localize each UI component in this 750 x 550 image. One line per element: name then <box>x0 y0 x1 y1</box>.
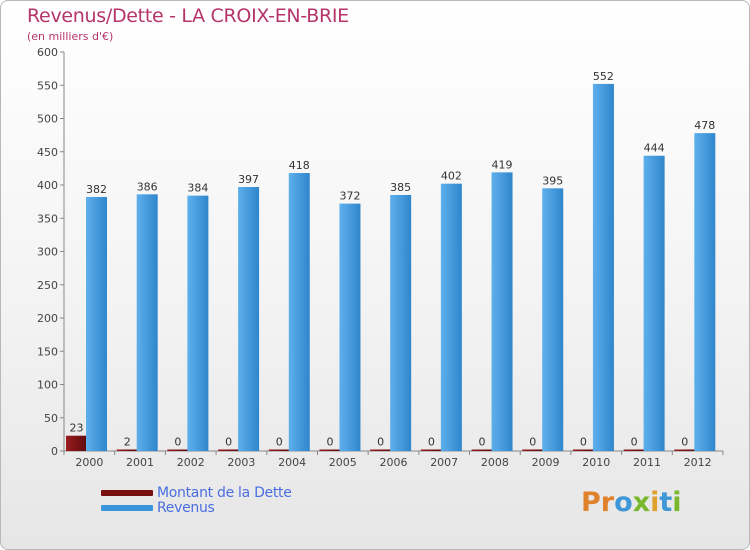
bar-dette <box>218 449 240 451</box>
logo-letter: t <box>659 487 673 518</box>
logo-letter: o <box>614 487 633 518</box>
bar-revenus <box>542 188 564 451</box>
bar-dette <box>268 449 290 451</box>
data-label-dette: 0 <box>377 436 384 449</box>
data-label-dette: 0 <box>681 436 688 449</box>
bar-revenus <box>136 194 158 451</box>
bar-revenus <box>592 83 614 452</box>
data-label-dette: 0 <box>174 436 181 449</box>
data-label-revenus: 478 <box>694 119 715 132</box>
logo-letter: r <box>600 487 615 518</box>
data-label-revenus: 402 <box>441 170 462 183</box>
data-label-dette: 0 <box>479 436 486 449</box>
y-tick-label: 400 <box>37 179 58 192</box>
legend-label-revenus: Revenus <box>157 500 215 516</box>
bar-dette <box>471 449 493 451</box>
y-tick-label: 350 <box>37 212 58 225</box>
bar-revenus <box>339 203 361 451</box>
legend-swatch-dette <box>101 490 153 496</box>
y-tick-label: 50 <box>44 412 58 425</box>
x-tick-label: 2011 <box>633 456 661 469</box>
data-label-dette: 0 <box>326 436 333 449</box>
bar-dette <box>674 449 696 451</box>
bar-dette <box>623 449 645 451</box>
bar-dette <box>66 435 87 451</box>
chart-title: Revenus/Dette - LA CROIX-EN-BRIE <box>27 5 349 27</box>
x-tick-label: 2005 <box>329 456 357 469</box>
data-label-dette: 0 <box>225 436 232 449</box>
data-label-dette: 0 <box>631 436 638 449</box>
chart-subtitle: (en milliers d'€) <box>27 30 114 43</box>
data-label-revenus: 444 <box>644 142 665 155</box>
x-tick-label: 2008 <box>481 456 509 469</box>
y-tick-label: 300 <box>37 246 58 259</box>
y-tick-label: 200 <box>37 312 58 325</box>
bar-revenus <box>187 195 209 451</box>
bar-revenus <box>288 173 310 451</box>
logo-letter: i <box>672 487 682 518</box>
bar-revenus <box>491 172 513 452</box>
y-tick-label: 100 <box>37 379 58 392</box>
y-tick-label: 550 <box>37 79 58 92</box>
data-label-revenus: 385 <box>390 181 411 194</box>
data-label-dette: 0 <box>276 436 283 449</box>
data-label-dette: 2 <box>124 436 131 449</box>
data-label-revenus: 386 <box>137 180 158 193</box>
y-tick-label: 0 <box>51 445 58 458</box>
bar-revenus <box>86 196 107 451</box>
bar-dette <box>370 449 392 451</box>
proxiti-logo: Proxiti <box>581 487 682 518</box>
y-tick-label: 600 <box>37 46 58 59</box>
bar-revenus <box>643 155 665 452</box>
bar-dette <box>319 449 341 451</box>
data-label-dette: 23 <box>70 422 84 435</box>
y-tick-label: 150 <box>37 345 58 358</box>
data-label-revenus: 397 <box>238 173 259 186</box>
data-label-revenus: 552 <box>593 70 614 83</box>
data-label-revenus: 384 <box>187 182 208 195</box>
bar-revenus <box>694 133 716 451</box>
legend-label-dette: Montant de la Dette <box>157 485 292 501</box>
data-label-revenus: 372 <box>339 190 360 203</box>
bar-revenus <box>238 186 260 451</box>
data-label-dette: 0 <box>428 436 435 449</box>
bar-revenus <box>440 183 462 452</box>
x-tick-label: 2006 <box>380 456 408 469</box>
x-tick-label: 2001 <box>126 456 154 469</box>
bar-dette <box>572 449 594 451</box>
bar-dette <box>420 449 442 451</box>
bar-revenus <box>390 194 412 451</box>
x-tick-label: 2003 <box>227 456 255 469</box>
x-tick-label: 2007 <box>430 456 458 469</box>
data-label-revenus: 395 <box>542 174 563 187</box>
x-tick-label: 2012 <box>684 456 712 469</box>
data-label-dette: 0 <box>580 436 587 449</box>
y-tick-label: 250 <box>37 279 58 292</box>
bar-dette <box>116 449 138 451</box>
y-tick-label: 450 <box>37 146 58 159</box>
logo-letter: i <box>650 487 660 518</box>
x-tick-label: 2002 <box>177 456 205 469</box>
legend-swatch-revenus <box>101 505 153 511</box>
x-tick-label: 2000 <box>75 456 103 469</box>
data-label-revenus: 418 <box>289 159 310 172</box>
data-label-revenus: 419 <box>492 158 513 171</box>
bar-dette <box>522 449 544 451</box>
x-tick-label: 2004 <box>278 456 306 469</box>
data-label-revenus: 382 <box>86 183 107 196</box>
bar-dette <box>167 449 189 451</box>
data-label-dette: 0 <box>529 436 536 449</box>
y-tick-label: 500 <box>37 113 58 126</box>
x-tick-label: 2009 <box>532 456 560 469</box>
x-tick-label: 2010 <box>582 456 610 469</box>
logo-letter: P <box>581 487 601 518</box>
logo-letter: x <box>632 487 651 518</box>
